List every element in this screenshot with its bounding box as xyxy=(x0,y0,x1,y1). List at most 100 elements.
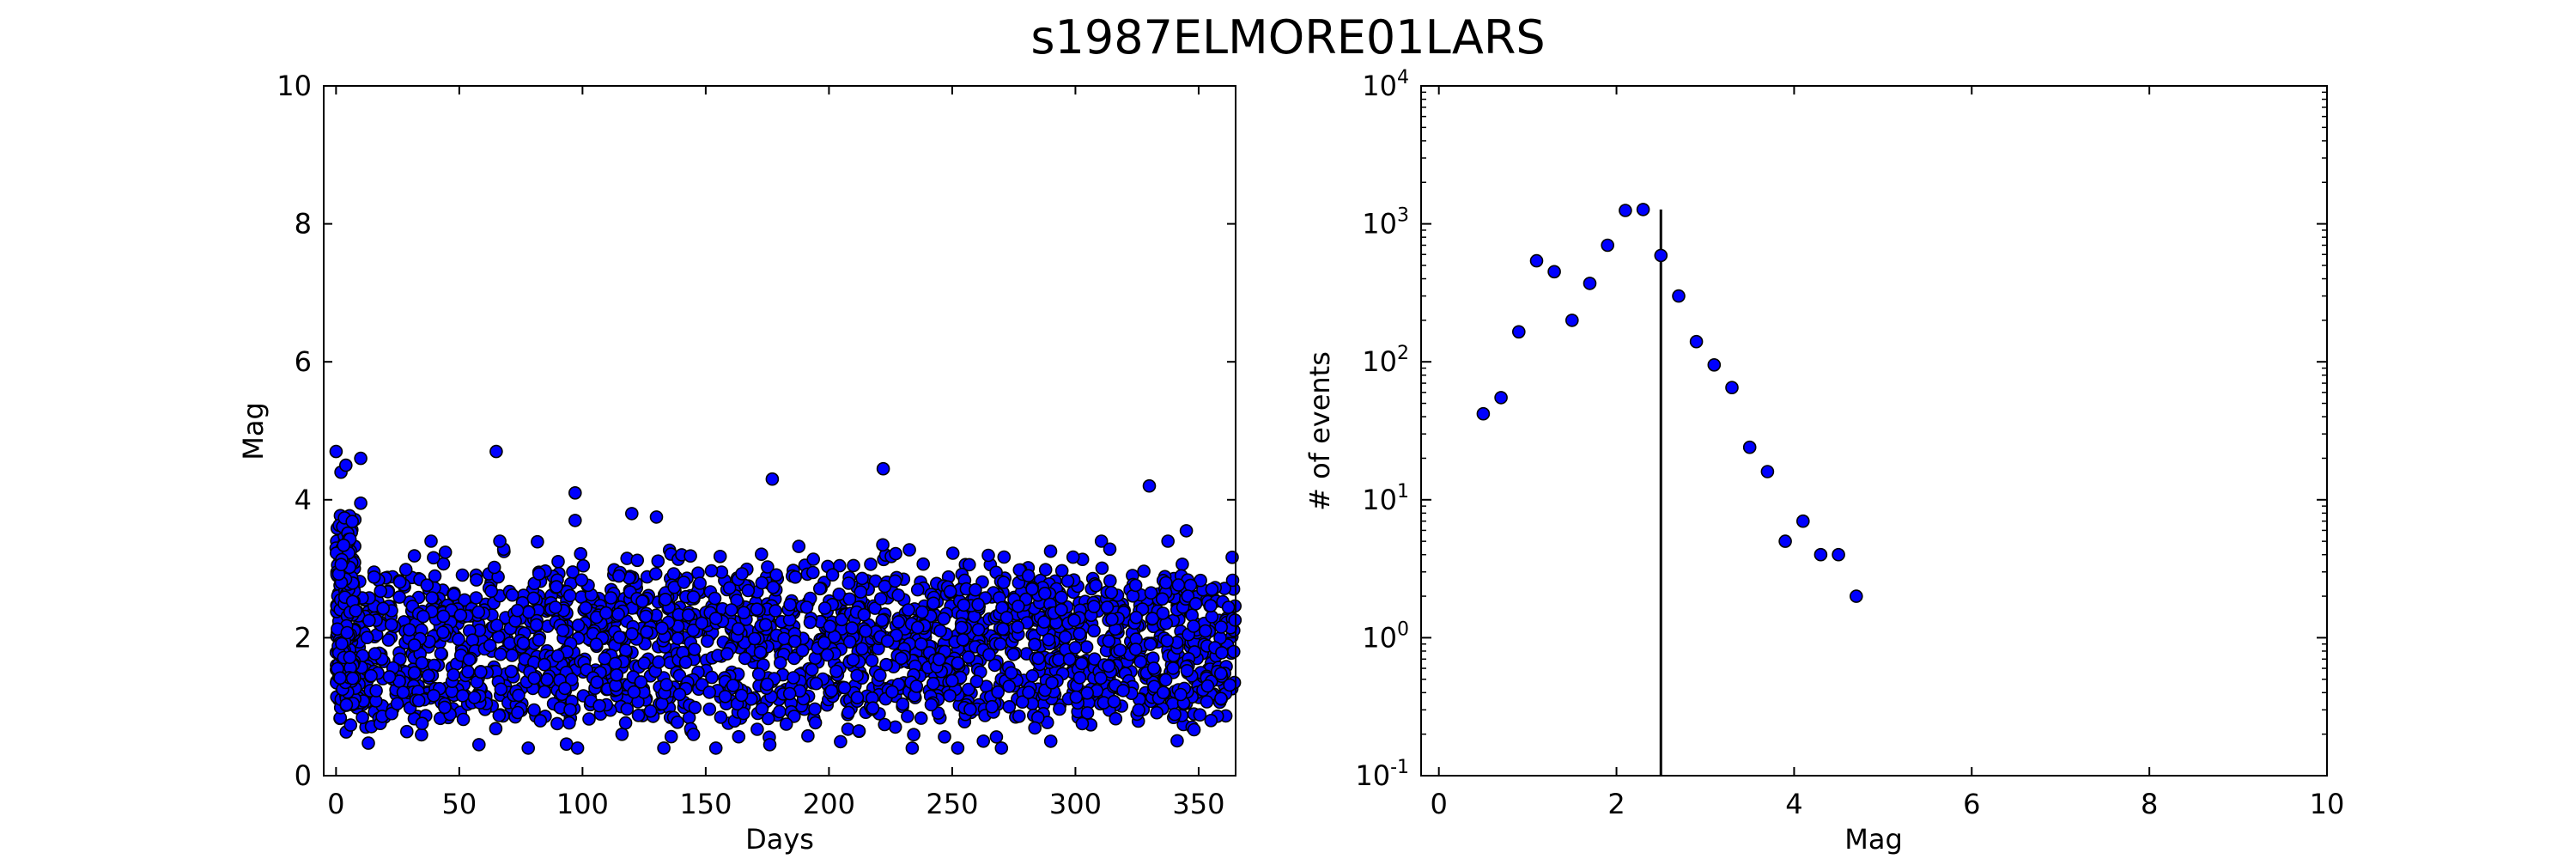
scatter-panel-days: 0 50 100 150 200 250 300 350 0 2 4 6 8 10 Days Mag xyxy=(237,70,1242,856)
data-point xyxy=(817,636,831,650)
data-point xyxy=(369,684,383,698)
data-point xyxy=(1174,687,1188,702)
data-point xyxy=(526,591,541,606)
data-point xyxy=(1221,600,1236,614)
data-point xyxy=(361,736,375,750)
data-point xyxy=(425,591,439,605)
data-point xyxy=(820,648,835,662)
data-point xyxy=(787,634,802,649)
data-point xyxy=(570,741,585,755)
data-point xyxy=(1002,699,1017,714)
data-point xyxy=(933,624,947,638)
data-point xyxy=(550,580,563,594)
y-tick-label: 103 xyxy=(1362,205,1409,241)
data-point xyxy=(878,579,892,594)
data-point xyxy=(1080,685,1094,700)
data-point xyxy=(1043,544,1058,558)
data-point xyxy=(695,616,709,631)
y-tick-label: 104 xyxy=(1362,67,1409,102)
data-point xyxy=(1145,612,1159,625)
data-point xyxy=(664,729,678,744)
data-point xyxy=(1187,722,1201,737)
data-point xyxy=(489,618,504,632)
data-point xyxy=(901,710,914,723)
data-point xyxy=(624,507,639,521)
data-point xyxy=(1094,534,1109,548)
data-point xyxy=(428,569,442,583)
data-point xyxy=(755,576,769,590)
data-point xyxy=(989,730,1004,744)
data-point xyxy=(1760,465,1775,478)
data-point xyxy=(504,664,519,679)
data-point xyxy=(945,673,959,688)
data-point xyxy=(962,682,975,697)
data-point xyxy=(971,597,985,612)
data-point xyxy=(452,632,465,647)
x-tick-label: 350 xyxy=(1172,788,1224,820)
data-point xyxy=(817,601,832,615)
data-point xyxy=(855,571,869,586)
data-point xyxy=(1072,627,1087,641)
data-point xyxy=(666,567,681,581)
data-point xyxy=(829,664,843,679)
data-point xyxy=(1038,563,1053,577)
data-point xyxy=(765,472,780,486)
data-point xyxy=(436,609,451,624)
data-point xyxy=(841,722,855,736)
data-point xyxy=(1042,632,1056,647)
x-tick-label: 50 xyxy=(442,788,477,820)
data-point xyxy=(1742,440,1757,454)
x-tick-label: 10 xyxy=(2310,788,2345,820)
data-point xyxy=(1159,576,1173,590)
data-point xyxy=(1102,659,1115,673)
data-point xyxy=(483,638,497,653)
data-point xyxy=(1038,586,1052,600)
data-point xyxy=(859,624,872,638)
data-point xyxy=(1654,248,1668,263)
data-point xyxy=(945,546,960,560)
data-point xyxy=(1054,564,1069,578)
data-point xyxy=(652,655,665,669)
data-point xyxy=(704,564,719,578)
data-point xyxy=(787,710,801,723)
data-point xyxy=(1143,637,1157,651)
data-point xyxy=(1054,602,1068,617)
data-point xyxy=(873,668,887,682)
data-point xyxy=(399,724,414,739)
data-point xyxy=(521,605,536,619)
data-point xyxy=(1060,574,1075,588)
data-point xyxy=(1179,524,1194,538)
data-point xyxy=(415,728,428,742)
y-tick-label: 101 xyxy=(1362,481,1409,516)
data-point xyxy=(574,573,589,588)
data-point xyxy=(582,712,596,726)
data-point xyxy=(1075,716,1090,731)
data-point xyxy=(845,621,860,635)
data-point xyxy=(841,705,855,720)
data-point xyxy=(532,633,546,647)
data-point xyxy=(857,607,872,622)
data-point xyxy=(708,591,722,606)
data-point xyxy=(487,560,501,575)
data-point xyxy=(1204,713,1218,728)
data-point xyxy=(737,706,750,721)
data-point xyxy=(677,576,691,589)
data-point xyxy=(1155,592,1170,606)
data-point xyxy=(773,704,787,719)
data-point xyxy=(384,618,398,632)
data-point xyxy=(687,643,702,656)
data-point xyxy=(631,708,646,722)
data-point xyxy=(550,716,564,731)
data-point xyxy=(407,549,422,563)
data-point xyxy=(598,651,612,666)
data-point xyxy=(1015,695,1030,710)
data-point xyxy=(896,697,910,711)
data-point xyxy=(345,671,360,685)
data-point xyxy=(329,444,343,459)
y-axis-label: # of events xyxy=(1303,351,1336,511)
data-point xyxy=(427,551,440,565)
data-point xyxy=(494,682,508,697)
data-point xyxy=(1025,582,1039,596)
data-point xyxy=(1045,675,1059,690)
data-point xyxy=(1103,574,1117,588)
